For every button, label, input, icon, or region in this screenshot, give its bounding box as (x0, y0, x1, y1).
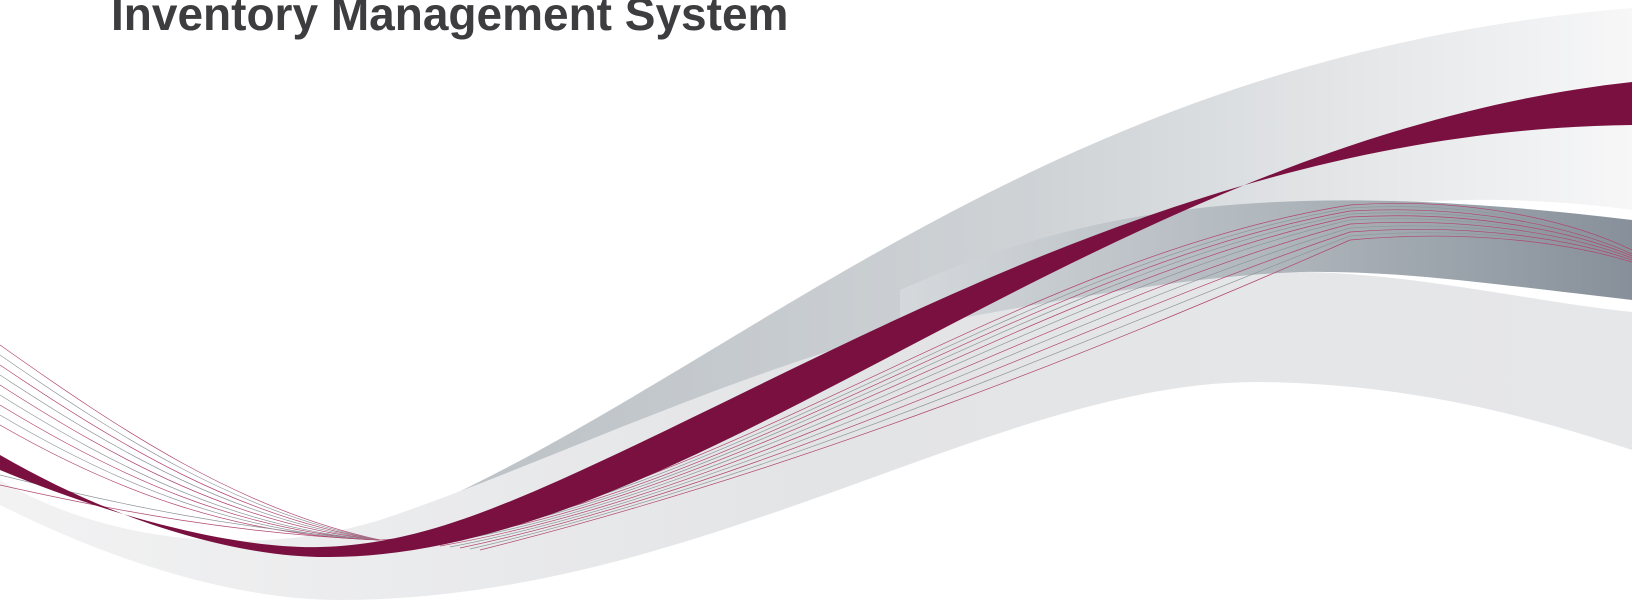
thin-line-bundle-right (379, 202, 1632, 551)
app-title: Inventory Management System (111, 0, 789, 40)
maroon-ribbon (0, 82, 1632, 558)
silver-swoosh-bottom (0, 271, 1632, 600)
thin-line-bundle-left (0, 344, 381, 541)
